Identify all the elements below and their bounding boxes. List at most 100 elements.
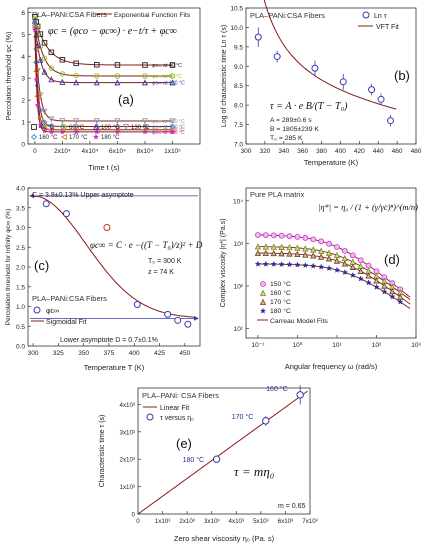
- panel-c-point: [184, 320, 192, 328]
- panel-a-legend-marker: [92, 123, 100, 130]
- panel-e-equation: τ = mη₀: [234, 464, 274, 479]
- panel-a-point: [73, 60, 79, 67]
- panel-c-xtick-label: 300: [28, 350, 39, 357]
- panel-d-frame: [245, 187, 417, 339]
- panel-b-point: [339, 78, 347, 86]
- panel-d-point: [341, 254, 349, 262]
- panel-e-fit-line: [137, 390, 308, 515]
- panel-a-legend-marker: [92, 133, 100, 140]
- panel-a-point: [48, 65, 55, 72]
- panel-d-point: [333, 251, 341, 259]
- panel-b-xtick-label: 320: [259, 148, 270, 155]
- panel-a-legend-fit: Exponential Function Fits: [114, 12, 191, 19]
- panel-d-ytick-label: 10³: [234, 241, 244, 248]
- panel-d-ticks: 10⁻¹ 10⁰ 10¹ 10² 10³ 10¹ 10² 10³ 10⁴: [233, 198, 422, 349]
- panel-a-equation: φc = (φco − φc∞) · e−t/τ + φc∞: [48, 26, 177, 37]
- panel-a-point: [73, 128, 80, 135]
- panel-b-xtick-label: 340: [278, 148, 289, 155]
- panel-d-xtick-label: 10¹: [332, 342, 342, 349]
- panel-d-point: [341, 247, 348, 254]
- panel-e-ytick-label: 2x10³: [120, 457, 135, 464]
- panel-c-ytick-label: 2.0: [16, 265, 25, 272]
- panel-a-ytick-label: 4: [21, 54, 25, 61]
- panel-d-point: [341, 260, 349, 267]
- panel-d-point: [262, 260, 269, 267]
- panel-e-xtick-label: 7x10³: [302, 518, 317, 525]
- panel-a-point: [141, 118, 148, 125]
- panel-d-point: [262, 243, 269, 250]
- panel-e-legend-fit: Linear Fit: [160, 405, 189, 412]
- panel-d-legend-marker: [260, 281, 266, 287]
- panel-a-point: [141, 128, 148, 135]
- panel-e-frame: [137, 387, 311, 515]
- panel-c-xtick-label: 450: [179, 350, 190, 357]
- panel-b-frame: [245, 7, 417, 145]
- panel-a-asymptote-label: φc∞ at 160 °C: [152, 124, 185, 130]
- panel-a-point: [48, 76, 55, 83]
- panel-a-point: [59, 118, 66, 125]
- panel-a-point: [48, 128, 55, 135]
- panel-e-xtick-label: 0: [136, 518, 140, 525]
- panel-d-equation: |η*| = η₀ / (1 + (γ̇/γ̇c)ⁿ)^(m/n): [318, 202, 418, 212]
- panel-a-point: [93, 128, 100, 135]
- panel-a-point: [73, 79, 80, 86]
- panel-b-ytick-label: 9.0: [234, 64, 243, 71]
- panel-d-xtick-label: 10²: [372, 342, 382, 349]
- panel-b-ytick-label: 7.5: [234, 122, 243, 129]
- panel-a-point: [37, 31, 44, 37]
- panel-d-point: [254, 249, 262, 256]
- panel-d-point: [334, 244, 340, 250]
- panel-a-fit-line: [34, 27, 173, 131]
- panel-b: PLA–PANi:CSA Fibers Ln τ VFT Fit (b) τ =…: [221, 0, 422, 167]
- panel-a-point: [37, 56, 44, 63]
- panel-b-plot: [254, 0, 397, 127]
- panel-d-point: [349, 258, 356, 265]
- panel-a-point: [59, 78, 66, 85]
- panel-d-point: [341, 269, 349, 276]
- panel-b-ylabel: Log of characteristic time Ln τ (s): [221, 25, 228, 127]
- panel-d-point: [286, 250, 293, 257]
- panel-b-title: PLA–PANi:CSA Fibers: [250, 11, 325, 20]
- panel-a-asymptote-label: φc∞ at 130 °C: [152, 119, 185, 125]
- panel-e-point-label: 160 °C: [266, 385, 287, 393]
- panel-d-point: [357, 275, 364, 282]
- panel-c-legend-fit: Sigmoidal Fit: [46, 319, 87, 326]
- panel-b-point: [254, 33, 262, 41]
- panel-d-point: [262, 249, 269, 256]
- panel-b-ytick-label: 8.5: [234, 83, 243, 90]
- panel-a-xtick-label: 4x10⁴: [81, 148, 98, 155]
- panel-a-point: [169, 79, 176, 86]
- panel-a-point: [48, 116, 55, 123]
- panel-c-ytick-label: 3.5: [16, 205, 25, 212]
- panel-a-point: [48, 49, 55, 56]
- panel-c-ylabel: Percolation threshold for infinity φc∞ (…: [5, 209, 12, 326]
- panel-c-label: (c): [34, 258, 49, 273]
- panel-c-lower: Lower asymptote D = 0.7±0.1%: [60, 337, 158, 344]
- panel-d-xtick-label: 10³: [411, 342, 421, 349]
- panel-d-point: [286, 243, 293, 251]
- panel-a-point: [41, 68, 48, 75]
- panel-e-xlabel: Zero shear viscosity η₀ (Pa. s): [174, 534, 275, 543]
- panel-d-point: [317, 247, 325, 254]
- panel-d-point: [349, 252, 356, 259]
- panel-d-point: [262, 232, 269, 239]
- panel-a-legend-label: 170 °C: [69, 135, 88, 141]
- panel-d-point: [254, 243, 262, 250]
- panel-d-point: [310, 236, 317, 243]
- panel-a-point: [94, 73, 100, 79]
- panel-d-point: [302, 235, 309, 241]
- panel-c-xtick-label: 400: [129, 350, 140, 357]
- panel-c-param-t0: T₀ = 300 K: [148, 258, 182, 265]
- panel-a-point: [93, 118, 100, 125]
- panel-a-point: [41, 127, 48, 134]
- panel-d-legend-label: 160 °C: [270, 289, 291, 297]
- panel-c-upper: C = 3.8±0.13% Upper asymptote: [32, 192, 134, 199]
- panel-a-point: [114, 73, 121, 79]
- panel-b-xtick-label: 380: [316, 148, 327, 155]
- panel-a-point: [141, 79, 148, 86]
- panel-b-legend-data: Ln τ: [374, 13, 387, 20]
- panel-b-param-b: B = 1805±239 K: [270, 126, 319, 133]
- panel-b-legend-marker: [362, 11, 370, 19]
- panel-a-fit-line: [34, 18, 173, 77]
- panel-d-point: [373, 283, 380, 290]
